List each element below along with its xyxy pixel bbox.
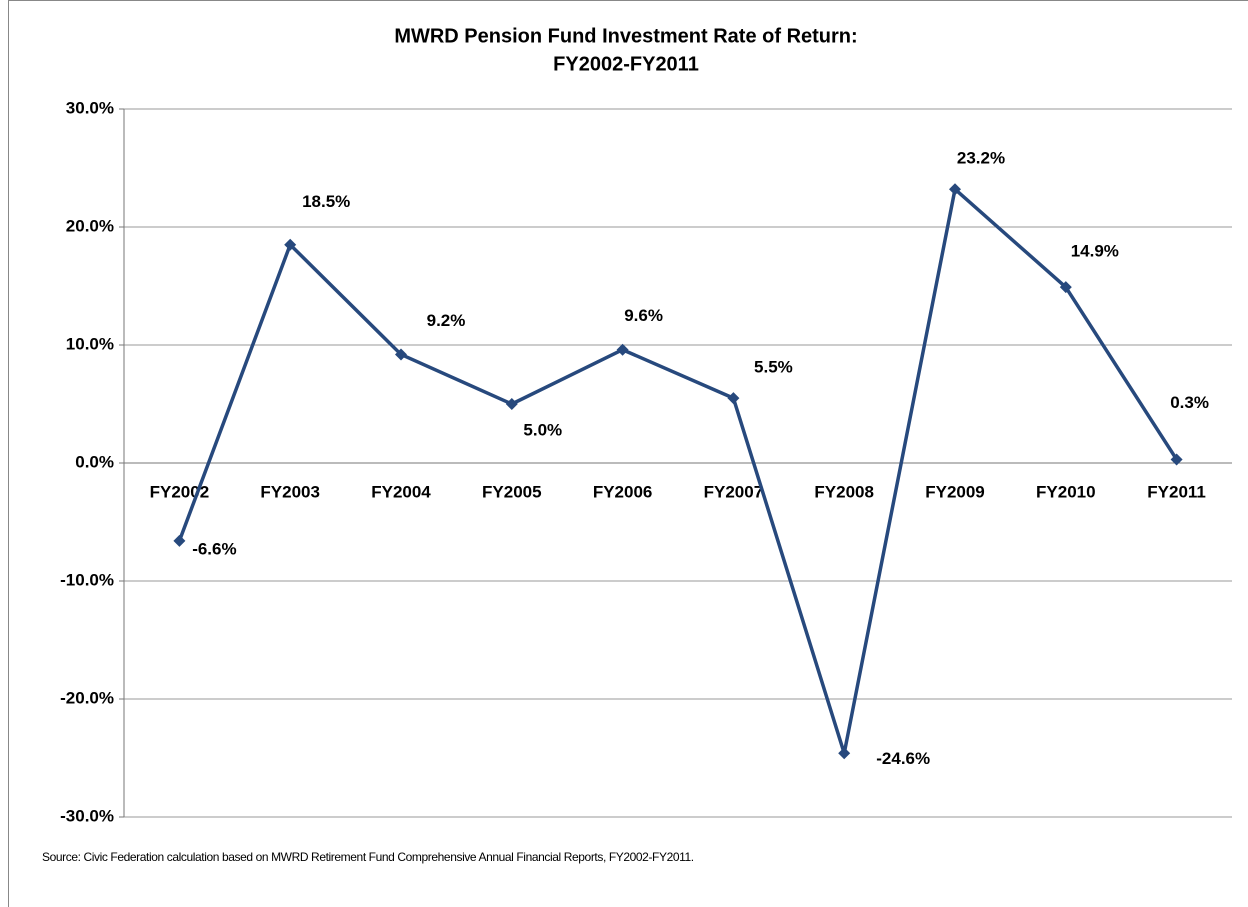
data-label: 9.6% (624, 306, 663, 325)
data-line (177, 187, 1179, 756)
x-tick-label: FY2009 (925, 482, 985, 501)
data-label: 18.5% (302, 192, 350, 211)
data-point (505, 398, 518, 410)
chart-title: FY2002-FY2011 (553, 53, 699, 75)
y-tick-label: 30.0% (66, 98, 114, 117)
y-tick-label: -20.0% (60, 688, 114, 707)
y-tick-label: 10.0% (66, 334, 114, 353)
data-label: 5.0% (523, 420, 562, 439)
data-label: 9.2% (427, 311, 466, 330)
data-label: 0.3% (1170, 393, 1209, 412)
x-tick-label: FY2010 (1036, 482, 1096, 501)
data-point (838, 747, 851, 760)
chart-frame (8, 0, 1248, 907)
data-point (949, 183, 961, 196)
y-tick-label: -10.0% (60, 570, 114, 589)
y-tick-label: -30.0% (60, 806, 114, 825)
data-point (616, 343, 629, 356)
x-tick-label: FY2003 (260, 482, 320, 501)
x-tick-label: FY2008 (814, 482, 874, 501)
x-tick-label: FY2004 (371, 482, 431, 501)
x-tick-label: FY2005 (482, 482, 542, 501)
x-tick-label: FY2011 (1147, 482, 1206, 501)
data-point (173, 534, 186, 547)
data-point (1059, 281, 1072, 294)
data-point (395, 348, 407, 361)
data-point (284, 238, 297, 251)
data-label: 5.5% (754, 358, 793, 377)
x-tick-label: FY2006 (593, 482, 653, 501)
chart-title: MWRD Pension Fund Investment Rate of Ret… (394, 25, 857, 47)
y-tick-label: 0.0% (75, 452, 114, 471)
data-point (1170, 453, 1183, 466)
data-label: 23.2% (957, 149, 1005, 168)
x-tick-label: FY2007 (704, 482, 764, 501)
data-label: -6.6% (192, 539, 236, 558)
data-point (727, 392, 740, 405)
source-note: Source: Civic Federation calculation bas… (42, 850, 694, 864)
data-label: 14.9% (1071, 242, 1119, 261)
y-tick-label: 20.0% (66, 216, 114, 235)
data-label: -24.6% (876, 749, 930, 768)
